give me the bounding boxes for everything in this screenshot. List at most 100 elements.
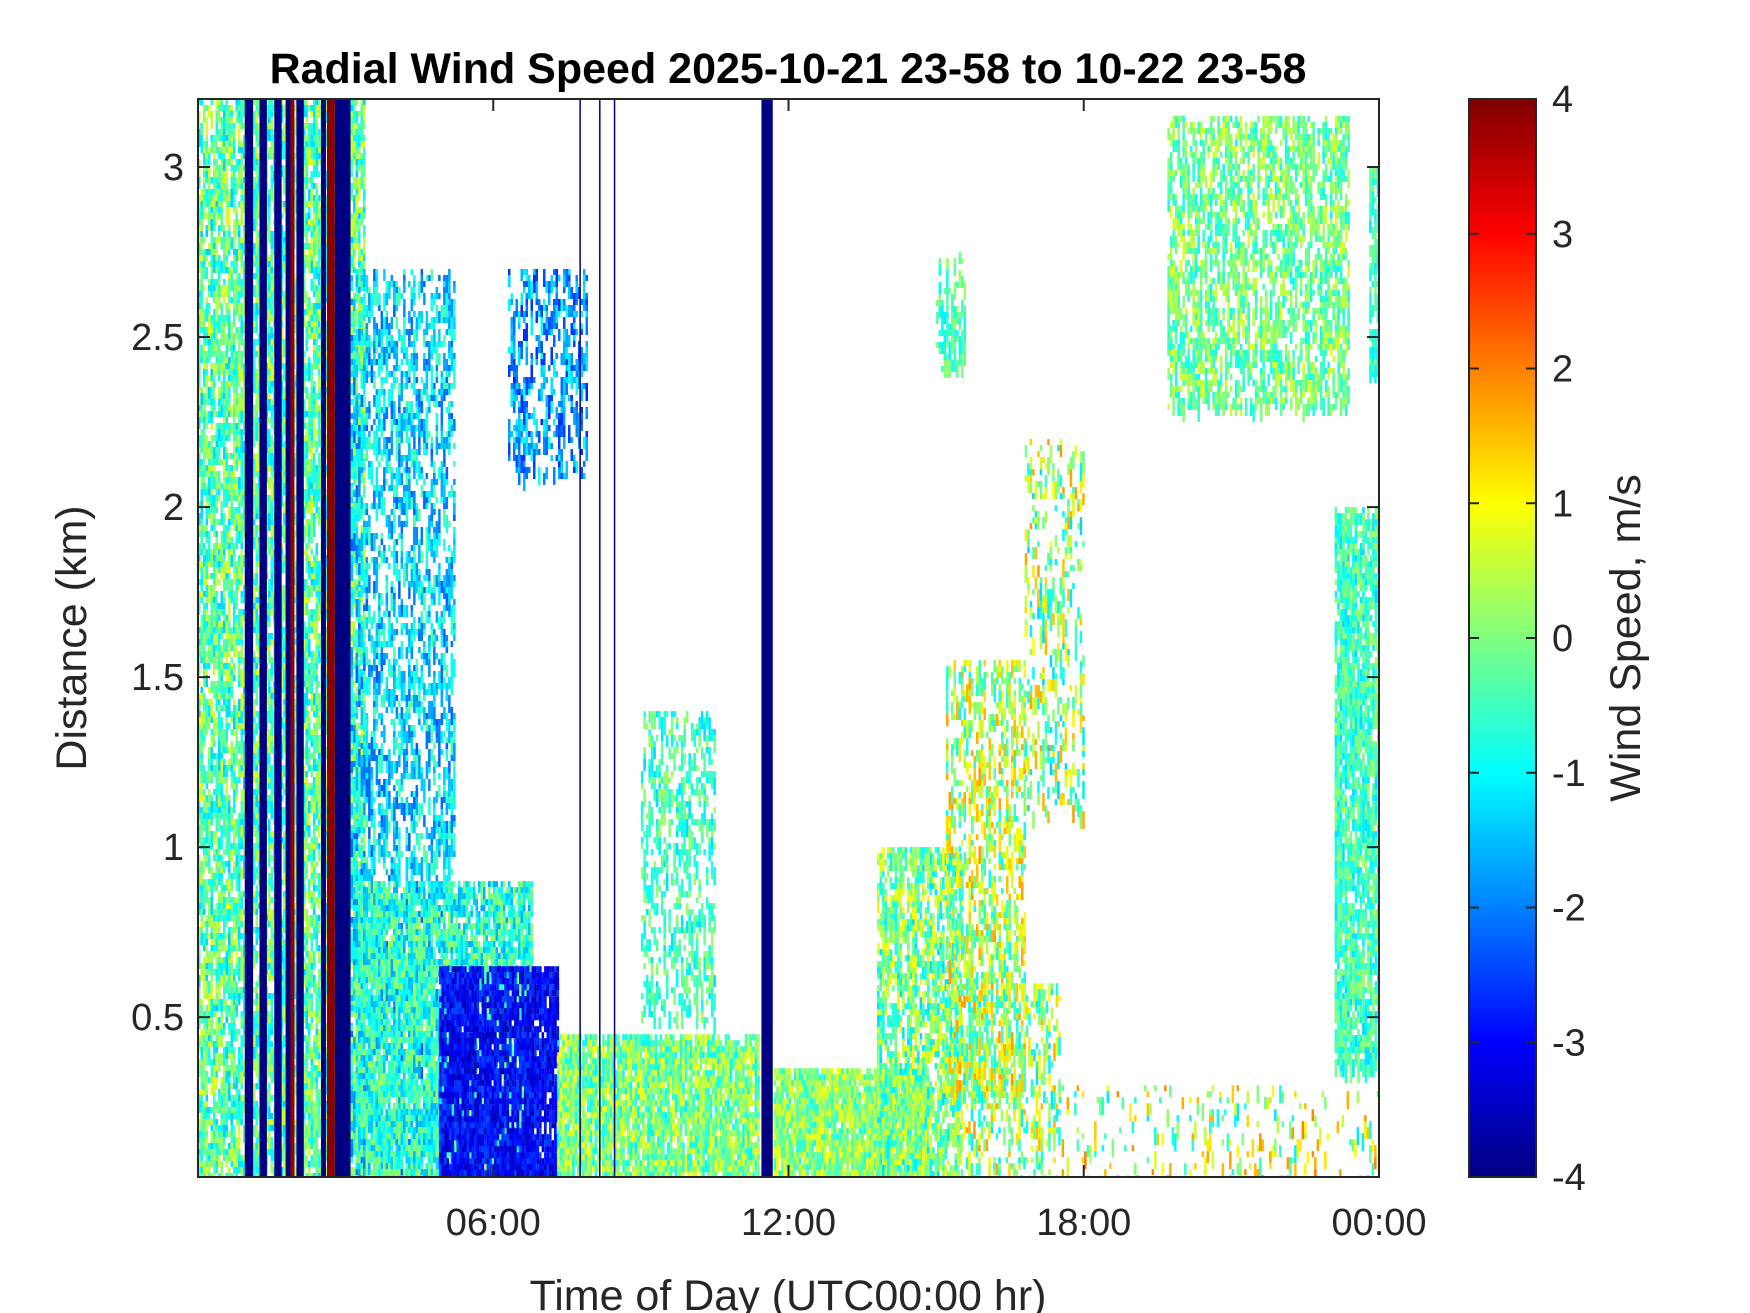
heatmap-cell	[215, 429, 218, 435]
heatmap-cell	[268, 273, 271, 285]
heatmap-cell	[200, 861, 203, 873]
heatmap-cell	[198, 183, 201, 189]
heatmap-cell	[283, 813, 286, 825]
heatmap-cell	[203, 933, 206, 939]
heatmap-cell	[255, 285, 258, 303]
heatmap-cell	[223, 1077, 226, 1095]
heatmap-cell	[308, 765, 311, 771]
heatmap-cell	[218, 579, 221, 585]
heatmap-cell	[283, 147, 286, 159]
heatmap-cell	[255, 891, 258, 909]
heatmap-cell	[270, 915, 273, 921]
heatmap-cell	[203, 483, 206, 489]
heatmap-cell	[238, 1137, 241, 1155]
heatmap-cell	[220, 285, 223, 297]
heatmap-cell	[253, 771, 256, 783]
heatmap-cell	[240, 1083, 243, 1089]
heatmap-cell	[215, 327, 218, 345]
heatmap-cell	[198, 843, 201, 849]
heatmap-cell	[283, 729, 286, 741]
heatmap-cell	[240, 285, 243, 291]
heatmap-cell	[270, 1017, 273, 1029]
heatmap-cell	[205, 879, 208, 891]
heatmap-cell	[255, 933, 258, 939]
heatmap-cell	[230, 849, 233, 861]
heatmap-cell	[230, 951, 233, 969]
heatmap-cell	[215, 879, 218, 885]
heatmap-cell	[215, 795, 218, 807]
heatmap-cell	[313, 111, 316, 117]
heatmap-cell	[233, 267, 236, 273]
heatmap-cell	[210, 477, 213, 495]
heatmap-cell	[230, 909, 233, 915]
heatmap-cell	[228, 543, 231, 549]
heatmap-cell	[233, 417, 236, 423]
heatmap-cell	[225, 831, 228, 849]
heatmap-cell	[240, 369, 243, 381]
heatmap-cell	[255, 339, 258, 345]
heatmap-cell	[235, 747, 238, 765]
heatmap-cell	[225, 669, 228, 687]
heatmap-cell	[270, 423, 273, 429]
heatmap-cell	[203, 429, 206, 435]
heatmap-cell	[253, 813, 256, 819]
heatmap-cell	[215, 267, 218, 273]
heatmap-cell	[205, 597, 208, 603]
heatmap-cell	[268, 375, 271, 381]
heatmap-cell	[220, 1143, 223, 1149]
heatmap-cell	[233, 333, 236, 351]
heatmap-cell	[233, 897, 236, 903]
heatmap-cell	[235, 351, 238, 369]
heatmap-cell	[230, 1011, 233, 1023]
heatmap-cell	[225, 147, 228, 153]
heatmap-cell	[240, 303, 243, 315]
heatmap-cell	[200, 999, 203, 1005]
heatmap-cell	[223, 159, 226, 177]
heatmap-cell	[255, 381, 258, 387]
heatmap-cell	[203, 981, 206, 999]
heatmap-cell	[205, 177, 208, 183]
heatmap-cell	[305, 1053, 308, 1065]
heatmap-cell	[198, 279, 201, 291]
heatmap-cell	[210, 777, 213, 783]
heatmap-cell	[215, 291, 218, 297]
heatmap-cell	[203, 237, 206, 243]
heatmap-cell	[208, 705, 211, 723]
heatmap-cell	[238, 519, 241, 537]
heatmap-cell	[210, 681, 213, 687]
heatmap-cell	[283, 105, 286, 117]
heatmap-cell	[255, 183, 258, 195]
heatmap-cell	[255, 351, 258, 357]
heatmap-cell	[198, 129, 201, 141]
heatmap-cell	[255, 1143, 258, 1149]
heatmap-cell	[270, 603, 273, 609]
heatmap-cell	[200, 789, 203, 795]
heatmap-cell	[218, 483, 221, 489]
heatmap-cell	[310, 171, 313, 189]
heatmap-cell	[213, 285, 216, 291]
heatmap-cell	[243, 141, 246, 147]
heatmap-cell	[253, 825, 256, 837]
heatmap-cell	[213, 729, 216, 747]
heatmap-cell	[208, 1077, 211, 1083]
heatmap-cell	[255, 675, 258, 681]
heatmap-cell	[213, 909, 216, 915]
heatmap-cell	[310, 1059, 313, 1065]
heatmap-cell	[253, 747, 256, 753]
heatmap-cell	[233, 483, 236, 489]
heatmap-cell	[215, 159, 218, 171]
heatmap-cell	[253, 483, 256, 495]
heatmap-cell	[228, 135, 231, 153]
heatmap-cell	[268, 225, 271, 243]
heatmap-cell	[225, 303, 228, 321]
heatmap-cell	[283, 831, 286, 837]
heatmap-cell	[233, 795, 236, 813]
heatmap-cell	[213, 741, 216, 747]
heatmap-cell	[205, 399, 208, 405]
heatmap-cell	[233, 1167, 236, 1173]
heatmap-cell	[223, 957, 226, 969]
heatmap-cell	[230, 165, 233, 171]
heatmap-cell	[215, 147, 218, 153]
heatmap-cell	[268, 429, 271, 441]
heatmap-cell	[253, 261, 256, 267]
